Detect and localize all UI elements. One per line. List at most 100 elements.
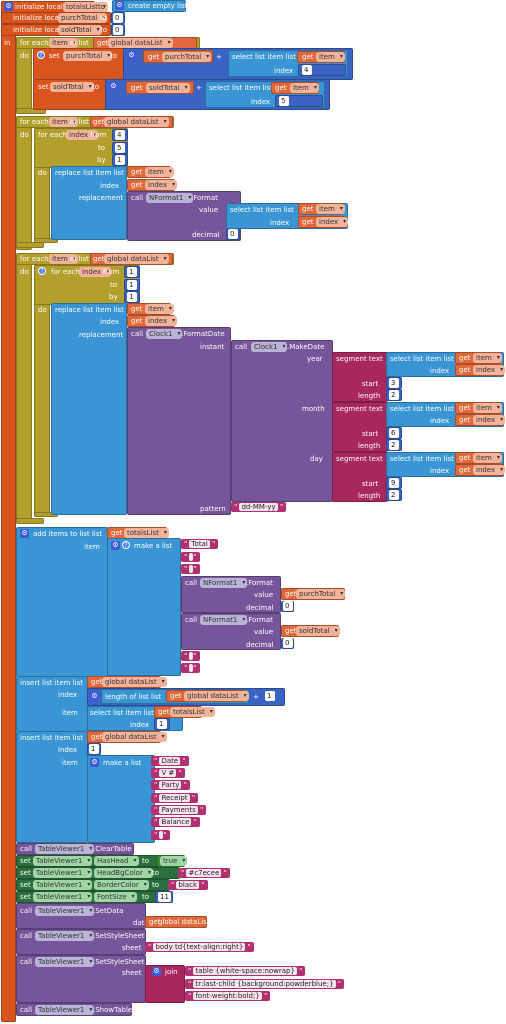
nformat-sold-component[interactable]: NFormat1 bbox=[200, 615, 248, 625]
pattern-text[interactable]: dd-MM-yy bbox=[239, 503, 278, 511]
insert1-add-gear-icon[interactable]: ⚙ bbox=[90, 692, 99, 701]
for-range-index-var-3[interactable]: index bbox=[79, 267, 112, 277]
fontsize-number-value[interactable]: 11 bbox=[158, 892, 171, 902]
add-items-block[interactable] bbox=[16, 527, 108, 677]
headbg-string[interactable]: " #c7ecee " bbox=[178, 868, 230, 878]
header-payments-text[interactable]: Payments bbox=[159, 806, 198, 814]
for-range-footer-2[interactable] bbox=[34, 238, 58, 243]
header-receipt-text[interactable]: Receipt bbox=[159, 794, 190, 802]
insert-list-item-block-2[interactable] bbox=[16, 731, 88, 843]
number-value-1a[interactable]: 1 bbox=[115, 155, 125, 165]
sel-item-var-2[interactable]: item bbox=[290, 83, 319, 93]
set-headbg-component[interactable]: TableViewer1 bbox=[33, 868, 93, 878]
mutator-gear-icon[interactable]: ⚙ bbox=[4, 2, 13, 11]
header-date-text[interactable]: Date bbox=[159, 757, 181, 765]
set-help-icon[interactable]: ? bbox=[37, 51, 45, 59]
header-balance-text[interactable]: Balance bbox=[159, 818, 192, 826]
join-text-1[interactable]: table {white-space:nowrap} bbox=[193, 967, 297, 975]
join-string-3[interactable]: " font-weight:bold;} " bbox=[185, 991, 271, 1001]
number-value-0c[interactable]: 0 bbox=[228, 229, 238, 239]
loop3-item-var[interactable]: item bbox=[49, 254, 78, 264]
number-value-3[interactable]: 3 bbox=[389, 378, 399, 388]
for-range-index-var-2[interactable]: index bbox=[66, 130, 99, 140]
setstyle-component-1[interactable]: TableViewer1 bbox=[35, 931, 95, 941]
true-value[interactable]: true bbox=[160, 856, 188, 866]
replace-index-var-3[interactable]: index bbox=[145, 316, 178, 326]
add-gear-icon-1[interactable]: ⚙ bbox=[127, 51, 136, 60]
sel-index-var-3[interactable]: index bbox=[316, 217, 349, 227]
number-value-1f[interactable]: 1 bbox=[89, 744, 99, 754]
nformat-purch-var[interactable]: purchTotal bbox=[296, 589, 346, 599]
clear-table-component[interactable]: TableViewer1 bbox=[35, 844, 95, 854]
get-purch-var[interactable]: purchTotal bbox=[162, 52, 212, 62]
setdata-get-block[interactable] bbox=[145, 916, 207, 928]
number-value-0d[interactable]: 0 bbox=[283, 601, 293, 611]
select-day-item-var[interactable]: item bbox=[473, 453, 502, 463]
init-var-totalslist[interactable]: totalsList bbox=[63, 2, 108, 12]
loop1-footer[interactable] bbox=[16, 108, 46, 114]
string-empty-1-text[interactable] bbox=[189, 553, 194, 561]
header-payments[interactable]: " Payments " bbox=[151, 805, 207, 815]
string-empty-2-text[interactable] bbox=[189, 565, 194, 573]
loop2-item-var[interactable]: item bbox=[49, 117, 78, 127]
number-value-0a[interactable]: 0 bbox=[113, 13, 123, 23]
select-month-item-var[interactable]: item bbox=[473, 403, 502, 413]
make-list-gear-icon-1[interactable]: ⚙ bbox=[111, 541, 120, 550]
loop3-footer[interactable] bbox=[16, 518, 44, 524]
border-text[interactable]: black bbox=[176, 881, 200, 889]
replace-item-var-3[interactable]: item bbox=[145, 304, 174, 314]
set-var-purchtotal[interactable]: purchTotal bbox=[63, 51, 113, 61]
replace-item-var-2[interactable]: item bbox=[145, 167, 174, 177]
number-value-5b[interactable]: 5 bbox=[115, 143, 125, 153]
loop3-global-datalist[interactable]: global dataList bbox=[104, 254, 169, 264]
sel-item-var-3[interactable]: item bbox=[316, 204, 345, 214]
select-year-item-var[interactable]: item bbox=[473, 353, 502, 363]
header-date[interactable]: " Date " bbox=[151, 756, 189, 766]
header-empty-text[interactable] bbox=[159, 831, 164, 839]
number-value-9[interactable]: 9 bbox=[389, 478, 399, 488]
string-empty-2[interactable]: " " bbox=[181, 564, 200, 574]
number-value-1d[interactable]: 1 bbox=[127, 292, 137, 302]
select-day-index-var[interactable]: index bbox=[473, 465, 506, 475]
init-var-soldtotal[interactable]: soldTotal bbox=[58, 25, 102, 35]
number-value-6[interactable]: 6 bbox=[389, 428, 399, 438]
get-sold-var[interactable]: soldTotal bbox=[146, 83, 190, 93]
sheet-text-1[interactable]: body td{text-align:right} bbox=[153, 943, 246, 951]
number-value-1c[interactable]: 1 bbox=[127, 280, 137, 290]
select-year-index-var[interactable]: index bbox=[473, 365, 506, 375]
string-empty-3[interactable]: " " bbox=[181, 651, 200, 661]
join-block[interactable] bbox=[145, 965, 185, 1003]
number-value-5a[interactable]: 5 bbox=[279, 96, 289, 106]
nformat-sold-var[interactable]: soldTotal bbox=[296, 626, 340, 636]
set-fontsize-property[interactable]: FontSize bbox=[94, 892, 137, 902]
replace-list-item-block-3[interactable] bbox=[51, 303, 127, 515]
insert1-select-totalslist[interactable]: totalsList bbox=[170, 707, 215, 717]
sheet-string-1[interactable]: " body td{text-align:right} " bbox=[145, 942, 254, 952]
set-border-component[interactable]: TableViewer1 bbox=[33, 880, 93, 890]
headbg-text[interactable]: #c7ecee bbox=[186, 869, 222, 877]
pattern-string[interactable]: " dd-MM-yy " bbox=[231, 502, 287, 512]
number-value-2c[interactable]: 2 bbox=[389, 490, 399, 500]
set-border-property[interactable]: BorderColor bbox=[94, 880, 149, 890]
for-each-loop-3[interactable] bbox=[16, 253, 32, 523]
number-value-2a[interactable]: 2 bbox=[389, 390, 399, 400]
makedate-call-block[interactable] bbox=[231, 340, 333, 502]
set-hashead-component[interactable]: TableViewer1 bbox=[33, 856, 93, 866]
join-text-2[interactable]: tr:last-child {background:powderblue;} bbox=[193, 980, 336, 988]
set-var-soldtotal[interactable]: soldTotal bbox=[50, 82, 94, 92]
loop2-global-datalist[interactable]: global dataList bbox=[104, 117, 169, 127]
sel-item-var-1[interactable]: item bbox=[316, 52, 345, 62]
set-headbg-property[interactable]: HeadBgColor bbox=[94, 868, 153, 878]
formatdate-component[interactable]: Clock1 bbox=[146, 329, 183, 339]
select-month-index-var[interactable]: index bbox=[473, 415, 506, 425]
formatdate-call-block[interactable] bbox=[127, 327, 231, 515]
loop1-item-var[interactable]: item bbox=[49, 38, 78, 48]
create-list-gear-icon[interactable]: ⚙ bbox=[115, 1, 124, 10]
string-empty-4[interactable]: " " bbox=[181, 663, 200, 673]
insert2-global-datalist[interactable]: global dataList bbox=[102, 732, 167, 742]
set-hashead-property[interactable]: HasHead bbox=[94, 856, 139, 866]
make-list-gear-icon-2[interactable]: ⚙ bbox=[90, 758, 99, 767]
header-vno-text[interactable]: V # bbox=[159, 769, 177, 777]
header-party-text[interactable]: Party bbox=[159, 781, 182, 789]
border-string[interactable]: " black " bbox=[168, 880, 208, 890]
